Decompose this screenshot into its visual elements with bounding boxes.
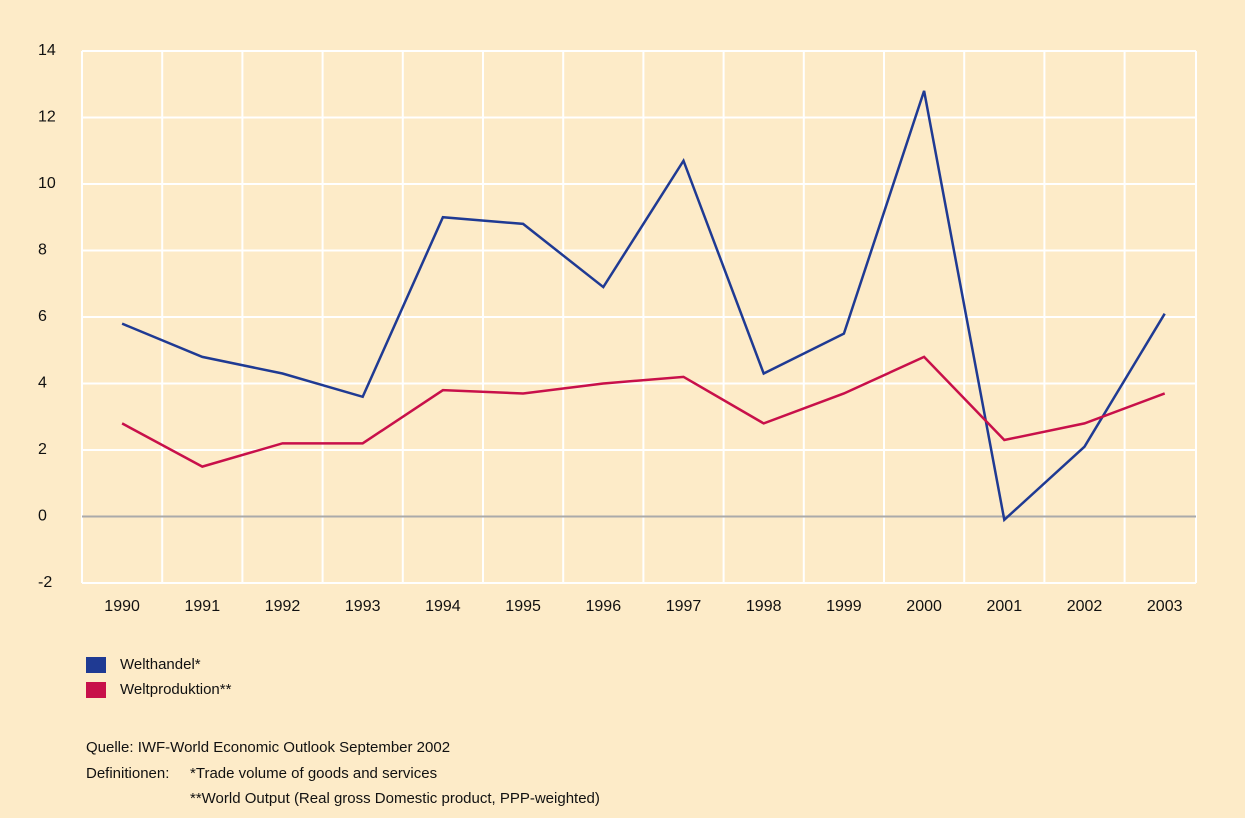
x-tick-label: 1995 bbox=[505, 598, 541, 615]
y-tick-label: 8 bbox=[38, 242, 47, 259]
source: Quelle: IWF-World Economic Outlook Septe… bbox=[86, 739, 450, 756]
x-tick-label: 1991 bbox=[185, 598, 221, 615]
definitions-label: Definitionen: bbox=[86, 765, 169, 782]
definition: **World Output (Real gross Domestic prod… bbox=[190, 790, 600, 807]
x-tick-label: 1996 bbox=[586, 598, 622, 615]
legend-swatch bbox=[86, 657, 106, 673]
x-tick-label: 1997 bbox=[666, 598, 702, 615]
definition: *Trade volume of goods and services bbox=[190, 765, 437, 782]
y-tick-label: 6 bbox=[38, 308, 47, 325]
x-tick-label: 1994 bbox=[425, 598, 461, 615]
x-tick-label: 1990 bbox=[104, 598, 140, 615]
y-tick-label: 2 bbox=[38, 441, 47, 458]
x-tick-label: 2000 bbox=[906, 598, 942, 615]
legend-swatch bbox=[86, 682, 106, 698]
y-tick-label: 4 bbox=[38, 375, 47, 392]
y-tick-label: -2 bbox=[38, 574, 52, 591]
y-tick-label: 12 bbox=[38, 109, 56, 126]
x-tick-label: 1999 bbox=[826, 598, 862, 615]
legend-label: Welthandel* bbox=[120, 656, 201, 673]
series-line bbox=[121, 355, 1166, 468]
y-tick-label: 10 bbox=[38, 175, 56, 192]
x-tick-label: 1993 bbox=[345, 598, 381, 615]
x-tick-label: 1998 bbox=[746, 598, 782, 615]
y-tick-label: 0 bbox=[38, 508, 47, 525]
x-tick-label: 1992 bbox=[265, 598, 301, 615]
x-tick-label: 2002 bbox=[1067, 598, 1103, 615]
x-tick-label: 2001 bbox=[987, 598, 1023, 615]
legend-label: Weltproduktion** bbox=[120, 681, 232, 698]
y-tick-label: 14 bbox=[38, 42, 56, 59]
x-tick-label: 2003 bbox=[1147, 598, 1183, 615]
series-line bbox=[121, 90, 1166, 523]
